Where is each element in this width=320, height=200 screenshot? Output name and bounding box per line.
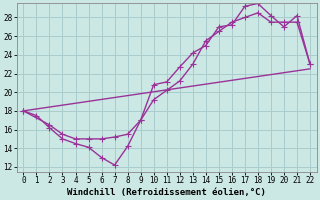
X-axis label: Windchill (Refroidissement éolien,°C): Windchill (Refroidissement éolien,°C) (67, 188, 266, 197)
